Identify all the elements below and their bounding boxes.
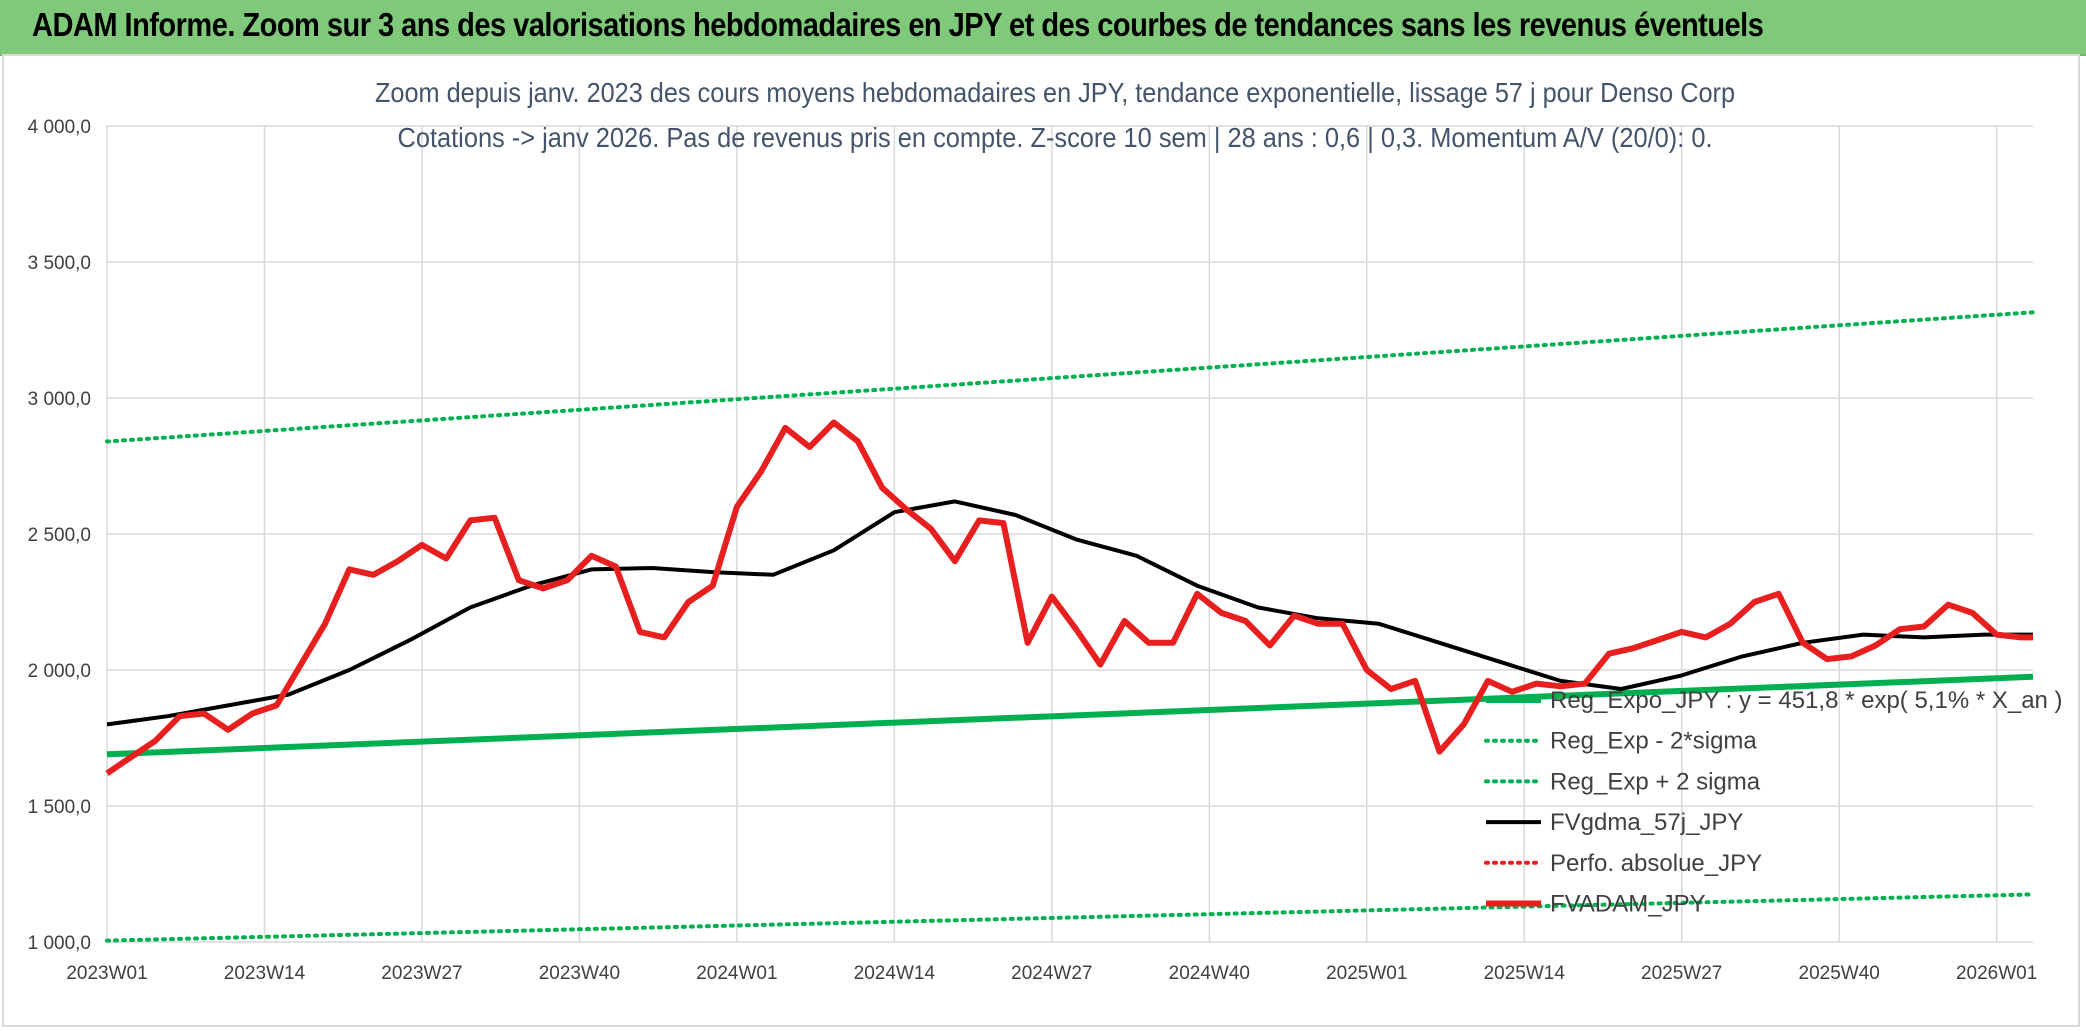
fvadam-price-line [105, 419, 2033, 776]
chart-frame: 1 000,0 1 500,0 2 000,0 2 500,0 3 000,0 3 500… [2, 54, 2080, 1027]
x-tick-label: 2025W14 [1484, 963, 1566, 984]
chart-title-line-1: Zoom depuis janv. 2023 des cours moyens … [375, 77, 1735, 108]
x-tick-label: 2026W01 [1956, 963, 2037, 984]
y-tick-label: 2 500,0 [28, 525, 91, 546]
chart-title: Zoom depuis janv. 2023 des cours moyens … [375, 77, 1735, 153]
lower-band-line [105, 892, 2035, 943]
x-tick-label: 2024W01 [696, 963, 777, 984]
x-tick-label: 2025W40 [1799, 963, 1880, 984]
x-tick-label: 2023W14 [224, 963, 306, 984]
x-tick-label: 2025W27 [1641, 963, 1722, 984]
x-tick-label: 2024W40 [1169, 963, 1250, 984]
axis-labels: 1 000,0 1 500,0 2 000,0 2 500,0 3 000,0 3 500… [28, 117, 2038, 984]
legend-label: Perfo. absolue_JPY [1550, 850, 1762, 877]
moving-average-line [106, 499, 2033, 727]
valuation-line-chart: 1 000,0 1 500,0 2 000,0 2 500,0 3 000,0 3 500… [28, 77, 2063, 984]
y-tick-label: 3 500,0 [28, 253, 91, 274]
series-lines [105, 310, 2035, 943]
legend-label: Reg_Exp + 2 sigma [1550, 768, 1761, 795]
report-header: ADAM Informe. Zoom sur 3 ans des valoris… [0, 0, 2086, 56]
legend-label: FVADAM_JPY [1550, 891, 1706, 918]
chart-title-line-2: Cotations -> janv 2026. Pas de revenus p… [398, 122, 1713, 153]
x-tick-label: 2023W01 [66, 963, 147, 984]
gridlines [106, 125, 2033, 943]
trend-line [106, 673, 2034, 758]
legend-label: Reg_Exp - 2*sigma [1550, 728, 1757, 755]
y-tick-label: 3 000,0 [28, 389, 91, 410]
upper-band-line [105, 310, 2035, 444]
x-tick-label: 2024W14 [854, 963, 936, 984]
x-tick-label: 2023W27 [381, 963, 462, 984]
legend-label: Reg_Expo_JPY : y = 451,8 * exp( 5,1% * X… [1550, 687, 2063, 714]
y-tick-label: 1 000,0 [28, 933, 91, 954]
legend-label: FVgdma_57j_JPY [1550, 809, 1743, 836]
x-tick-label: 2024W27 [1011, 963, 1092, 984]
x-tick-label: 2025W01 [1326, 963, 1407, 984]
y-tick-label: 1 500,0 [28, 797, 91, 818]
legend: Reg_Expo_JPY : y = 451,8 * exp( 5,1% * X… [1484, 687, 2063, 918]
x-tick-label: 2023W40 [539, 963, 620, 984]
y-tick-label: 4 000,0 [28, 117, 91, 138]
y-tick-label: 2 000,0 [28, 661, 91, 682]
report-title: ADAM Informe. Zoom sur 3 ans des valoris… [32, 6, 1764, 43]
